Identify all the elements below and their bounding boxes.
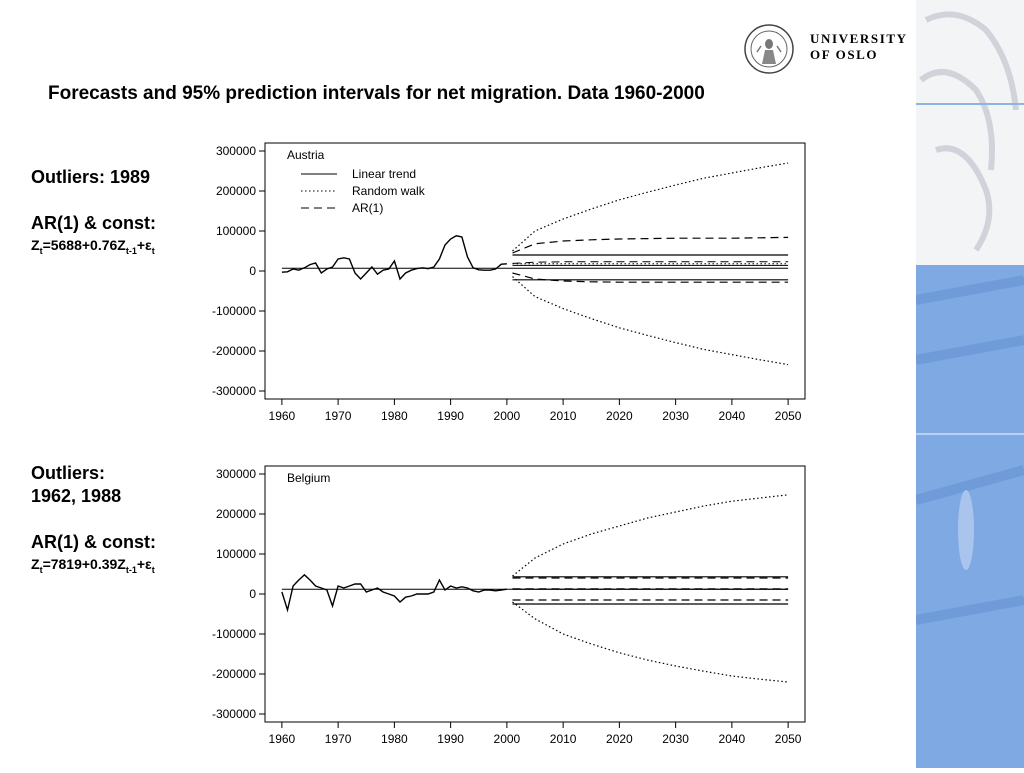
model-label: AR(1) & const: (31, 213, 156, 233)
ar-1--forecast-line (512, 261, 789, 264)
y-tick-label: 0 (249, 264, 256, 278)
model-formula: Zt=7819+0.39Zt-1+εt (31, 556, 155, 575)
x-tick-label: 2010 (550, 732, 577, 746)
x-tick-label: 1990 (437, 409, 464, 423)
y-tick-label: -200000 (212, 344, 256, 358)
x-tick-label: 2040 (719, 732, 746, 746)
university-seal-icon (744, 24, 794, 74)
belgium-chart-svg: 300000 200000 100000 0 -100000 -200000 -300000… (212, 465, 806, 746)
y-tick-label: 100000 (216, 224, 256, 238)
x-tick-label: 2040 (719, 409, 746, 423)
x-tick-label: 2050 (775, 409, 802, 423)
y-tick-label: -100000 (212, 627, 256, 641)
y-tick-label: -300000 (212, 707, 256, 721)
y-tick-label: -300000 (212, 384, 256, 398)
plot-frame (264, 142, 806, 400)
x-tick-label: 2000 (494, 409, 521, 423)
austria-chart-svg: 300000 200000 100000 0 -100000 -200000 -300000… (212, 142, 806, 423)
belgium-model-note: Outliers: 1962, 1988 AR(1) & const: Zt=7… (31, 462, 156, 580)
observed-series-line (281, 235, 507, 281)
chart-title: Austria (287, 148, 325, 162)
random-walk-lower-bound-line (512, 601, 789, 683)
y-tick-label: 200000 (216, 184, 256, 198)
y-tick-label: -200000 (212, 667, 256, 681)
legend-label-linear-trend: Linear trend (352, 167, 416, 181)
x-tick-label: 1970 (325, 732, 352, 746)
x-tick-label: 2000 (494, 732, 521, 746)
x-tick-label: 2020 (606, 409, 633, 423)
x-tick-label: 2020 (606, 732, 633, 746)
x-tick-label: 1960 (269, 732, 296, 746)
y-tick-label: 100000 (216, 547, 256, 561)
y-tick-label: 200000 (216, 507, 256, 521)
x-tick-label: 1970 (325, 409, 352, 423)
random-walk-lower-bound-line (512, 276, 789, 366)
university-logo: UNIVERSITY OF OSLO (742, 22, 912, 78)
logo-line-1: UNIVERSITY (810, 31, 908, 46)
slide-title: Forecasts and 95% prediction intervals f… (48, 83, 705, 104)
x-tick-label: 2030 (662, 732, 689, 746)
outliers-label: Outliers: 1989 (31, 167, 151, 187)
model-label: AR(1) & const: (31, 532, 156, 552)
observed-series-line (281, 573, 507, 613)
x-tick-label: 1980 (381, 409, 408, 423)
logo-line-2: OF OSLO (810, 47, 879, 62)
ar-1--upper-bound-line (512, 236, 789, 254)
random-walk-upper-bound-line (512, 162, 789, 252)
outliers-years: 1962, 1988 (31, 486, 122, 506)
x-tick-label: 2050 (775, 732, 802, 746)
random-walk-upper-bound-line (512, 494, 789, 577)
outliers-label: Outliers: (31, 463, 106, 483)
x-tick-label: 2010 (550, 409, 577, 423)
x-tick-label: 1960 (269, 409, 296, 423)
legend-label-ar-1-: AR(1) (352, 201, 383, 215)
austria-forecast-chart: 300000 200000 100000 0 -100000 -200000 -300000… (195, 135, 815, 435)
x-tick-label: 2030 (662, 409, 689, 423)
model-formula: Zt=5688+0.76Zt-1+εt (31, 237, 155, 256)
chart-title: Belgium (287, 471, 330, 485)
y-tick-label: 0 (249, 587, 256, 601)
y-tick-label: 300000 (216, 144, 256, 158)
plot-frame (264, 465, 806, 723)
x-tick-label: 1990 (437, 732, 464, 746)
x-tick-label: 1980 (381, 732, 408, 746)
austria-model-note: Outliers: 1989 AR(1) & const: Zt=5688+0.… (31, 166, 156, 261)
decorative-side-panel (914, 0, 1024, 768)
y-tick-label: 300000 (216, 467, 256, 481)
y-tick-label: -100000 (212, 304, 256, 318)
belgium-forecast-chart: 300000 200000 100000 0 -100000 -200000 -300000… (195, 458, 815, 758)
legend-label-random-walk: Random walk (352, 184, 426, 198)
